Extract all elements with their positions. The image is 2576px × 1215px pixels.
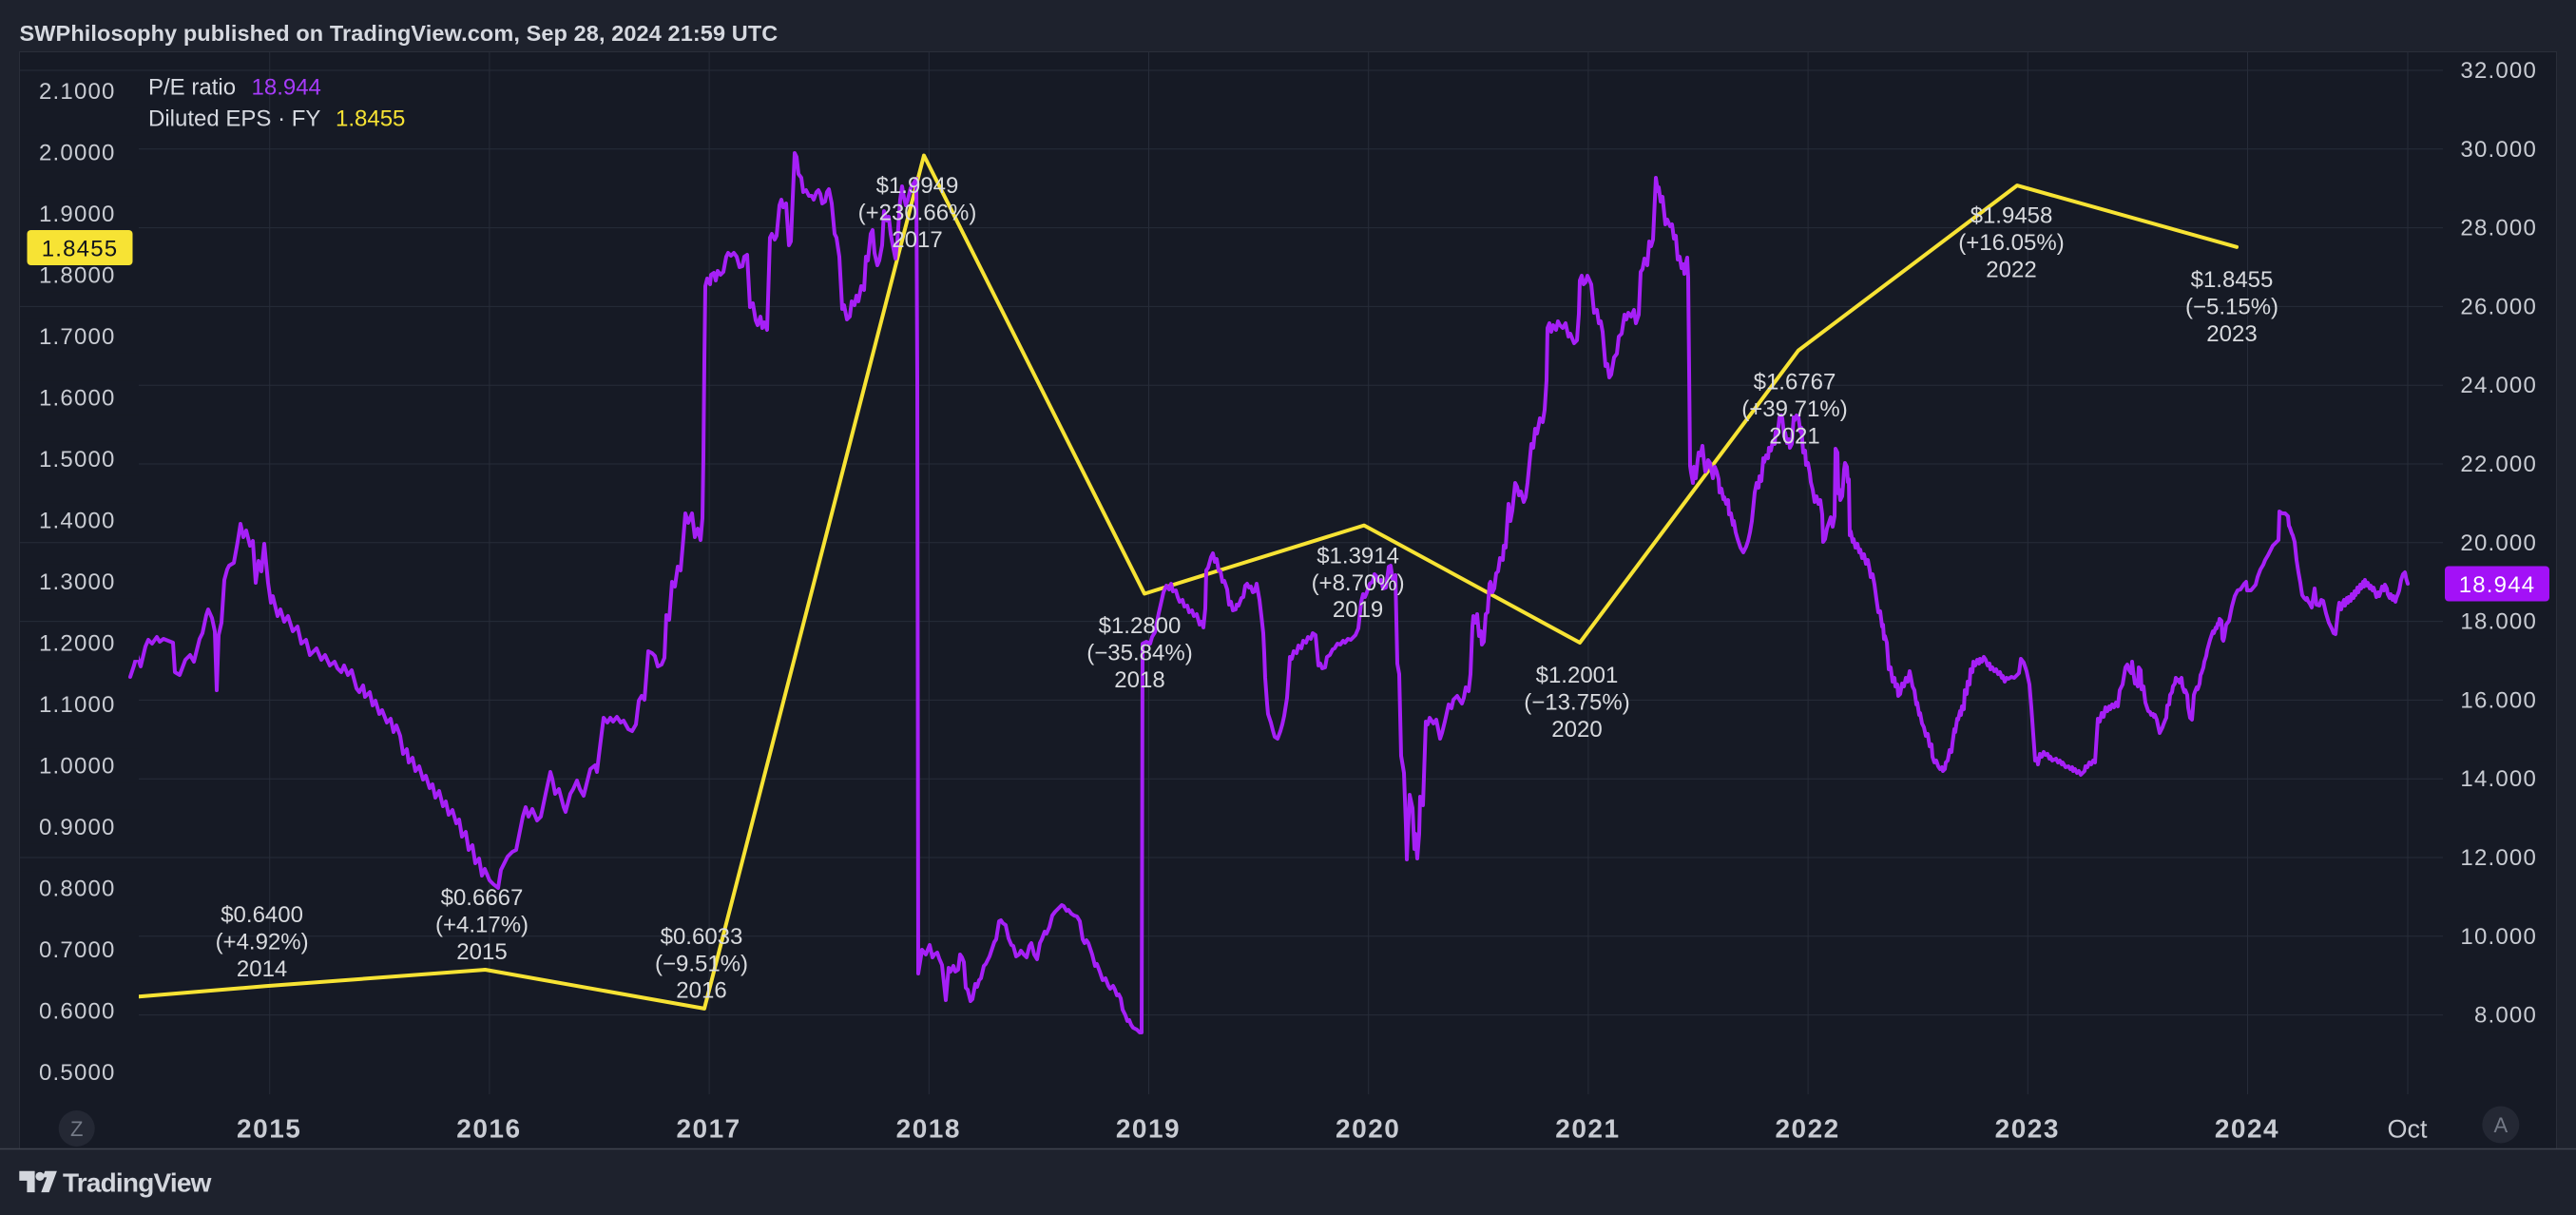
svg-text:$1.9949: $1.9949: [876, 173, 959, 199]
svg-text:1.9000: 1.9000: [39, 202, 116, 227]
svg-text:$1.9458: $1.9458: [1970, 203, 2053, 229]
svg-text:2018: 2018: [896, 1114, 961, 1144]
svg-text:1.7000: 1.7000: [39, 324, 116, 350]
svg-text:2015: 2015: [456, 939, 507, 965]
svg-text:1.0000: 1.0000: [39, 754, 116, 780]
svg-text:2017: 2017: [676, 1114, 740, 1144]
svg-text:1.5000: 1.5000: [39, 447, 116, 472]
svg-text:2023: 2023: [1995, 1114, 2060, 1144]
svg-text:30.000: 30.000: [2460, 137, 2537, 163]
svg-text:(−9.51%): (−9.51%): [655, 951, 748, 976]
svg-text:22.000: 22.000: [2460, 452, 2537, 477]
svg-text:(+8.70%): (+8.70%): [1312, 570, 1405, 596]
svg-text:(−13.75%): (−13.75%): [1524, 689, 1629, 715]
svg-text:Z: Z: [70, 1117, 83, 1141]
svg-text:24.000: 24.000: [2460, 373, 2537, 398]
svg-text:18.000: 18.000: [2460, 609, 2537, 635]
svg-text:(+230.66%): (+230.66%): [858, 201, 977, 226]
svg-text:2019: 2019: [1333, 597, 1383, 623]
svg-text:16.000: 16.000: [2460, 687, 2537, 713]
svg-text:TradingView: TradingView: [63, 1168, 212, 1198]
svg-text:2020: 2020: [1336, 1114, 1400, 1144]
svg-text:1.1000: 1.1000: [39, 692, 116, 718]
svg-text:$0.6667: $0.6667: [441, 885, 524, 911]
svg-text:2019: 2019: [1116, 1114, 1181, 1144]
svg-text:14.000: 14.000: [2460, 766, 2537, 792]
svg-text:26.000: 26.000: [2460, 294, 2537, 319]
svg-text:$1.2800: $1.2800: [1099, 613, 1182, 639]
svg-text:1.3000: 1.3000: [39, 569, 116, 595]
svg-text:0.7000: 0.7000: [39, 937, 116, 963]
svg-text:12.000: 12.000: [2460, 845, 2537, 871]
svg-text:(+4.92%): (+4.92%): [216, 929, 309, 955]
svg-text:Oct: Oct: [2387, 1115, 2428, 1144]
svg-text:$0.6033: $0.6033: [661, 924, 743, 950]
svg-text:$1.3914: $1.3914: [1317, 543, 1399, 569]
svg-text:$1.2001: $1.2001: [1536, 663, 1619, 688]
svg-text:18.944: 18.944: [252, 75, 321, 101]
svg-text:2021: 2021: [1769, 423, 1819, 449]
svg-text:0.8000: 0.8000: [39, 877, 116, 902]
svg-text:32.000: 32.000: [2460, 58, 2537, 84]
svg-text:18.944: 18.944: [2459, 572, 2536, 598]
svg-text:20.000: 20.000: [2460, 530, 2537, 556]
svg-text:1.8455: 1.8455: [336, 106, 405, 132]
svg-text:0.6000: 0.6000: [39, 999, 116, 1025]
svg-text:SWPhilosophy published on Trad: SWPhilosophy published on TradingView.co…: [20, 21, 779, 46]
svg-text:$1.8455: $1.8455: [2191, 267, 2274, 293]
svg-text:2018: 2018: [1114, 667, 1164, 693]
svg-text:(−5.15%): (−5.15%): [2185, 294, 2278, 319]
svg-text:2016: 2016: [456, 1114, 521, 1144]
svg-text:8.000: 8.000: [2474, 1003, 2537, 1029]
svg-text:1.2000: 1.2000: [39, 631, 116, 657]
svg-text:10.000: 10.000: [2460, 924, 2537, 950]
svg-text:$1.6767: $1.6767: [1754, 370, 1836, 395]
svg-text:2022: 2022: [1986, 258, 2036, 283]
svg-text:(−35.84%): (−35.84%): [1086, 640, 1192, 665]
svg-text:28.000: 28.000: [2460, 216, 2537, 241]
svg-text:(+39.71%): (+39.71%): [1741, 396, 1847, 422]
svg-text:P/E ratio: P/E ratio: [148, 75, 236, 101]
svg-text:1.8455: 1.8455: [42, 237, 119, 262]
svg-text:Diluted EPS · FY: Diluted EPS · FY: [148, 106, 320, 132]
svg-text:2015: 2015: [237, 1114, 301, 1144]
svg-text:1.4000: 1.4000: [39, 509, 116, 534]
svg-text:0.5000: 0.5000: [39, 1060, 116, 1086]
svg-text:2022: 2022: [1775, 1114, 1839, 1144]
svg-text:2020: 2020: [1551, 717, 1602, 742]
svg-text:2016: 2016: [676, 978, 726, 1004]
svg-text:2017: 2017: [892, 227, 942, 253]
svg-text:2021: 2021: [1555, 1114, 1620, 1144]
svg-text:1.6000: 1.6000: [39, 386, 116, 412]
svg-text:A: A: [2493, 1113, 2508, 1137]
svg-text:(+16.05%): (+16.05%): [1958, 230, 2064, 256]
svg-text:0.9000: 0.9000: [39, 815, 116, 840]
svg-text:$0.6400: $0.6400: [221, 902, 303, 928]
svg-text:2023: 2023: [2206, 321, 2257, 347]
svg-text:(+4.17%): (+4.17%): [435, 913, 529, 938]
svg-text:2.0000: 2.0000: [39, 141, 116, 166]
svg-text:2.1000: 2.1000: [39, 79, 116, 105]
svg-text:2014: 2014: [237, 956, 287, 982]
svg-text:2024: 2024: [2215, 1114, 2279, 1144]
svg-text:1.8000: 1.8000: [39, 263, 116, 289]
